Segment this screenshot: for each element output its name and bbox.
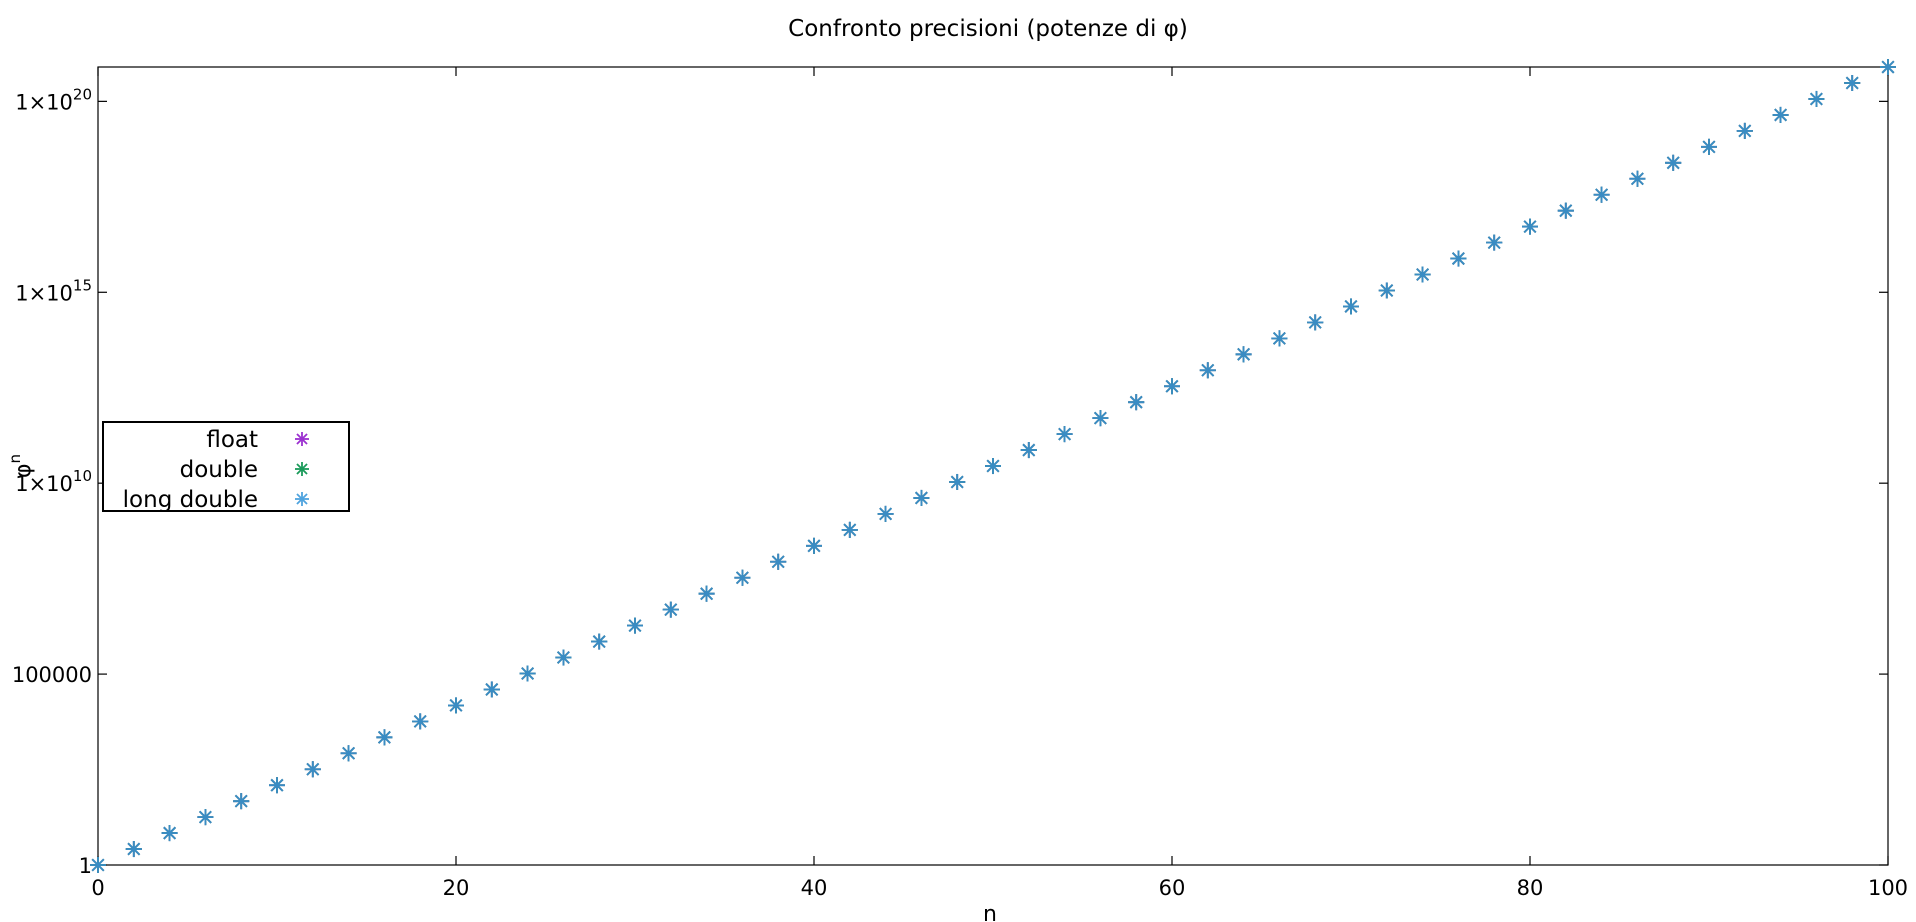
y-tick-label: 1×1010 [15,467,92,496]
data-point [448,697,464,714]
data-point [1020,442,1037,459]
data-point [770,553,787,570]
data-point [161,825,178,842]
legend-marker [295,492,309,506]
legend-marker [295,462,309,476]
data-point [1736,122,1753,139]
data-point [1235,346,1252,363]
plot-frame [97,66,1889,866]
data-point [304,761,321,778]
data-point [412,713,429,730]
data-point [555,649,572,666]
data-point [1414,266,1431,283]
data-point [376,729,393,746]
data-point [1307,314,1324,331]
y-tick-mantissa: 100000 [12,663,92,687]
y-tick-exponent: 10 [73,467,92,485]
data-point [1486,234,1503,251]
data-point [519,665,536,682]
svg-text:φn: φn [6,454,36,478]
legend-label: long double [123,487,258,513]
data-point [269,777,285,794]
data-point [340,745,357,762]
y-tick-label: 1 [79,854,92,878]
data-point [1199,362,1216,379]
y-tick-label: 1×1020 [15,85,92,114]
data-point [197,809,214,826]
data-point [1772,106,1789,123]
x-axis: 0 20 40 60 80 100 [91,67,1908,900]
data-point [1522,218,1538,235]
chart-title: Confronto precisioni (potenze di φ) [788,16,1188,42]
legend-label: float [206,427,258,453]
data-point [1343,298,1359,315]
data-point [1271,330,1288,347]
data-point [1450,250,1467,267]
y-axis-title: φn [6,454,36,478]
y-tick-mantissa: 1 [79,854,92,878]
y-tick-mantissa: 1×10 [15,90,73,114]
y-axis-title-base: φ [11,464,36,479]
y-tick-mantissa: 1×10 [15,281,73,305]
data-point [125,841,142,858]
data-points [90,59,1896,873]
x-tick-label: 0 [91,876,104,900]
x-tick-label: 60 [1159,876,1186,900]
data-point [1128,394,1145,411]
data-point [877,505,894,522]
data-point [1557,202,1574,219]
data-point [1593,186,1610,203]
data-point [627,617,643,634]
y-tick-mantissa: 1×10 [15,472,73,496]
series-long-double [90,59,1896,873]
data-point [1092,410,1109,427]
y-tick-exponent: 20 [73,85,92,103]
data-point [1701,138,1717,155]
data-point [913,489,930,506]
legend: float double long double [102,421,350,513]
y-tick-label: 1×1015 [15,276,92,305]
y-axis-title-exponent: n [6,454,24,464]
data-point [90,857,106,873]
x-tick-label: 100 [1868,876,1908,900]
data-point [841,521,858,538]
y-tick-label: 100000 [12,663,92,687]
data-point [1665,154,1682,171]
x-axis-title: n [983,902,997,922]
x-tick-label: 40 [801,876,828,900]
data-point [1378,282,1395,299]
legend-box [102,421,350,512]
data-point [1629,170,1646,187]
data-point [1844,75,1861,92]
x-tick-label: 80 [1517,876,1544,900]
data-point [734,569,751,586]
legend-label: double [180,457,258,483]
data-point [1880,59,1896,76]
data-point [1808,90,1825,107]
data-point [1164,378,1180,395]
data-point [698,585,715,602]
data-point [1056,426,1073,443]
x-tick-label: 20 [443,876,470,900]
data-point [233,793,250,810]
legend-marker [295,432,309,446]
data-point [662,601,679,618]
data-point [483,681,500,698]
data-point [591,633,608,650]
data-point [949,473,966,490]
data-point [985,458,1001,475]
y-tick-exponent: 15 [73,276,92,294]
data-point [806,537,822,554]
